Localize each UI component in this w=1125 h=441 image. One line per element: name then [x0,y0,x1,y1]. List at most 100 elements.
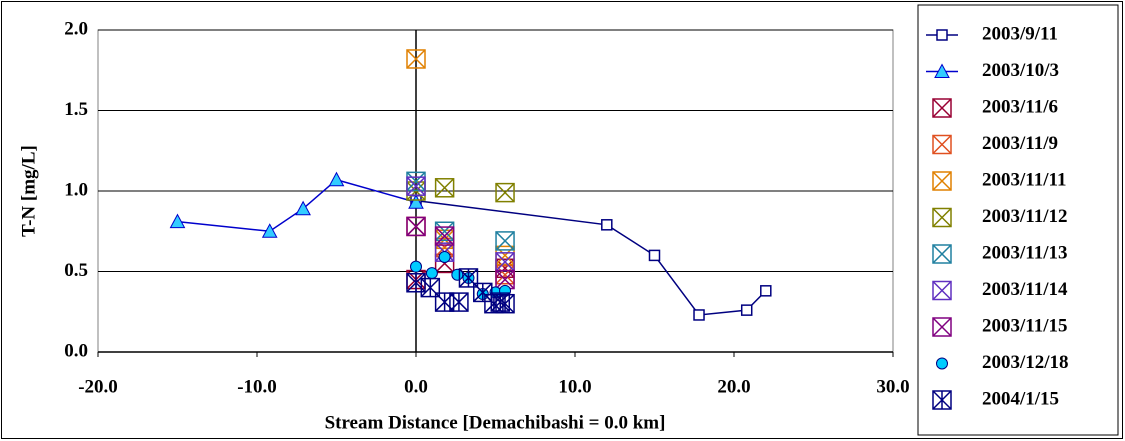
marker [434,226,455,246]
marker-x [495,294,515,314]
marker-x [932,98,952,118]
marker-square [601,219,613,231]
marker [934,63,950,78]
marker-x [406,49,426,69]
y-tick-label: 0.0 [64,340,88,361]
marker [438,251,451,264]
legend-label: 2003/9/11 [982,23,1058,44]
marker-x [435,221,455,241]
marker [932,207,952,228]
marker [932,134,952,155]
x-tick-label: 20.0 [717,376,750,397]
y-tick-label: 1.0 [64,179,88,200]
y-tick-label: 2.0 [64,18,88,39]
legend-label: 2003/11/13 [982,242,1068,263]
marker-circle [936,357,948,370]
marker-circle [425,267,438,280]
marker-square [936,29,948,41]
legend-entry: 2003/11/12 [932,206,1068,228]
marker [410,260,422,273]
legend-entry: 2003/11/11 [932,169,1066,191]
marker [449,292,469,312]
marker-x [406,176,426,196]
marker [936,29,948,41]
marker [932,390,952,410]
legend-label: 2003/10/3 [982,60,1059,81]
legend-label: 2003/11/14 [982,279,1068,300]
marker-box [406,216,426,237]
marker [932,317,952,337]
marker [406,216,426,237]
legend-entry: 2003/11/14 [932,279,1068,301]
marker-x [932,280,952,301]
marker-x [932,207,952,228]
marker-x [932,171,952,191]
marker-x [932,134,952,155]
marker [495,182,515,203]
x-tick-label: 10.0 [558,376,591,397]
legend-entry: 2003/11/6 [932,96,1058,118]
marker [936,357,948,370]
marker [932,98,952,118]
marker [601,219,613,231]
marker [648,249,661,262]
marker [434,178,455,198]
legend-entry: 2003/10/3 [926,60,1059,81]
marker-x [435,178,455,198]
marker [169,213,186,229]
marker-x [495,252,515,272]
marker-triangle [295,200,311,216]
marker-square [740,304,753,316]
marker-box [434,178,455,198]
legend-label: 2003/12/18 [982,352,1069,373]
x-tick-label: -10.0 [237,376,277,397]
marker-box [932,244,952,264]
legend-label: 2004/1/15 [982,388,1059,409]
marker-triangle [261,223,278,238]
marker-x [495,183,515,203]
marker-box [406,49,426,69]
marker-box [495,182,515,203]
marker [425,267,438,280]
legend-entry: 2004/1/15 [932,388,1059,410]
marker-x [932,390,952,410]
marker [693,309,705,321]
marker [932,171,952,191]
marker-triangle [328,171,345,187]
marker-box [932,134,952,155]
marker [295,200,311,216]
y-axis-title: T-N [mg/L] [18,145,39,237]
marker-triangle [408,194,424,209]
x-tick-label: 0.0 [404,376,428,397]
marker-triangle [169,213,186,229]
marker-box [932,280,952,301]
marker-x [406,171,426,191]
marker [261,223,278,238]
marker-x [932,317,952,337]
legend-entry: 2003/12/18 [936,352,1069,373]
marker [490,292,511,312]
marker-x [932,244,952,264]
marker [932,280,952,301]
marker-box [932,98,952,118]
y-tick-label: 1.5 [64,99,88,120]
marker-x [435,226,455,246]
marker [458,268,479,288]
marker-x [495,270,515,290]
marker [406,49,426,69]
marker-box [932,207,952,228]
legend-entry: 2003/11/9 [932,133,1058,155]
marker [760,285,772,297]
marker-box [495,231,515,251]
marker-circle [438,251,451,264]
x-tick-label: 30.0 [876,376,909,397]
legend-entry: 2003/9/11 [926,23,1058,44]
legend-entry: 2003/11/13 [932,242,1068,264]
marker-x [495,231,515,251]
marker-square [648,249,661,262]
marker-x [449,292,469,312]
marker-box [406,176,426,196]
legend-label: 2003/11/15 [982,315,1068,336]
x-tick-label: -20.0 [78,376,118,397]
